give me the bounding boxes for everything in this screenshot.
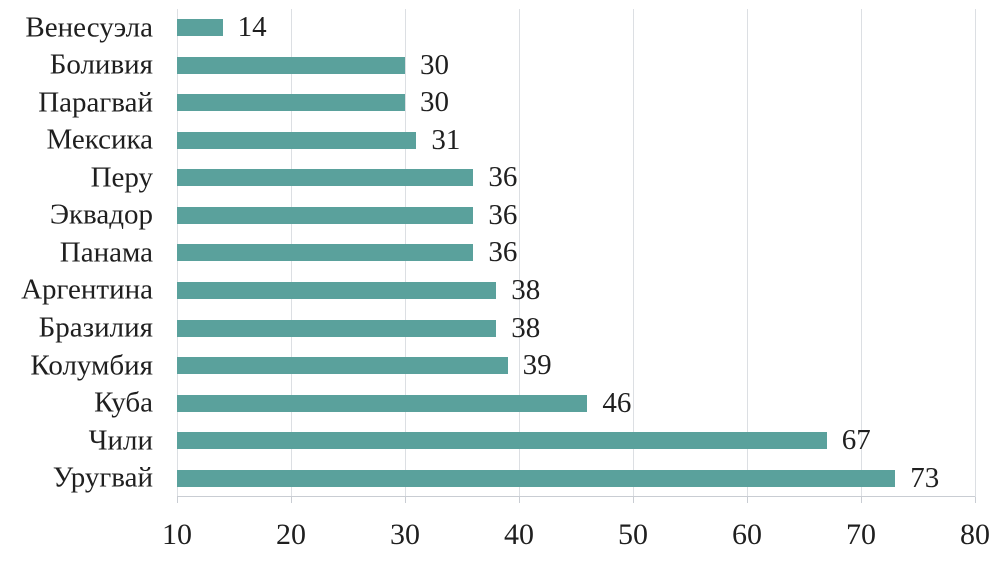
x-axis-tick-mark xyxy=(519,497,520,503)
bar-row: Мексика 31 xyxy=(46,122,975,160)
bar-row: Парагвай 30 xyxy=(38,84,975,122)
value-label: 39 xyxy=(522,349,552,382)
category-label: Парагвай xyxy=(38,86,153,119)
bar xyxy=(177,319,497,337)
x-axis-tick-mark xyxy=(975,497,976,503)
bar xyxy=(177,281,497,299)
bar xyxy=(177,244,474,262)
value-label: 30 xyxy=(420,48,449,81)
bar-row: Куба 46 xyxy=(94,384,975,422)
bar-row: Колумбия 39 xyxy=(30,347,975,385)
bar-row: Чили 67 xyxy=(89,422,975,460)
x-axis-tick-mark xyxy=(405,497,406,503)
x-axis-tick-label: 50 xyxy=(618,518,648,551)
category-label: Эквадор xyxy=(49,198,153,231)
bar xyxy=(177,131,417,149)
x-axis-tick-mark xyxy=(861,497,862,503)
bar xyxy=(177,19,223,37)
category-label: Бразилия xyxy=(38,311,153,344)
bar xyxy=(177,357,508,375)
gridline xyxy=(747,9,748,497)
category-label: Панама xyxy=(59,236,153,269)
x-axis-tick-label: 70 xyxy=(846,518,876,551)
x-axis-tick-label: 40 xyxy=(504,518,534,551)
gridline xyxy=(519,9,520,497)
x-axis-tick-mark xyxy=(747,497,748,503)
bar-row: Уругвай 73 xyxy=(53,459,975,497)
bar-row: Эквадор 36 xyxy=(50,197,975,235)
x-axis-tick-label: 10 xyxy=(162,518,192,551)
category-label: Венесуэла xyxy=(25,11,153,44)
x-axis-tick-mark xyxy=(633,497,634,503)
x-axis-tick-labels: 10 20 30 40 50 60 70 80 xyxy=(162,517,990,557)
value-label: 38 xyxy=(511,311,541,344)
plot-area: Венесуэла 14 Боливия 30 Парагвай 30 Мекс… xyxy=(21,9,976,503)
category-label: Чили xyxy=(88,424,153,457)
value-label: 36 xyxy=(488,161,518,194)
gridline xyxy=(975,9,976,497)
x-axis-tick-mark xyxy=(291,497,292,503)
value-label: 14 xyxy=(237,11,267,44)
category-label: Куба xyxy=(94,386,153,419)
category-label: Уругвай xyxy=(52,461,153,494)
category-label: Боливия xyxy=(49,48,153,81)
x-axis-line xyxy=(177,496,975,497)
gridline xyxy=(861,9,862,497)
bar-row: Венесуэла 14 xyxy=(25,9,975,47)
gridline xyxy=(633,9,634,497)
x-axis-tick-mark xyxy=(177,497,178,503)
bar-row: Бразилия 38 xyxy=(39,309,975,347)
value-label: 30 xyxy=(420,86,449,119)
value-label: 31 xyxy=(431,123,461,156)
category-label: Перу xyxy=(90,161,153,194)
bar xyxy=(177,394,588,412)
bar xyxy=(177,94,405,112)
category-label: Аргентина xyxy=(21,273,153,306)
bar xyxy=(177,469,896,487)
bar xyxy=(177,432,827,450)
x-axis-tick-label: 20 xyxy=(276,518,306,551)
x-axis-tick-label: 80 xyxy=(960,518,990,551)
value-label: 67 xyxy=(841,424,871,457)
value-label: 38 xyxy=(511,273,541,306)
bar-row: Перу 36 xyxy=(91,159,975,197)
bar-row: Панама 36 xyxy=(60,234,975,272)
category-label: Колумбия xyxy=(30,349,153,382)
value-label: 36 xyxy=(488,198,518,231)
category-label: Мексика xyxy=(46,123,153,156)
bar xyxy=(177,56,405,74)
bar-rows: Венесуэла 14 Боливия 30 Парагвай 30 Мекс… xyxy=(21,9,975,497)
value-label: 46 xyxy=(602,386,632,419)
x-axis-tick-label: 60 xyxy=(732,518,762,551)
bar-row: Боливия 30 xyxy=(50,47,975,85)
value-label: 36 xyxy=(488,236,518,269)
value-label: 73 xyxy=(910,461,940,494)
x-axis-tick-label: 30 xyxy=(390,518,420,551)
bar xyxy=(177,206,474,224)
bar-row: Аргентина 38 xyxy=(21,272,975,310)
bar xyxy=(177,169,474,187)
